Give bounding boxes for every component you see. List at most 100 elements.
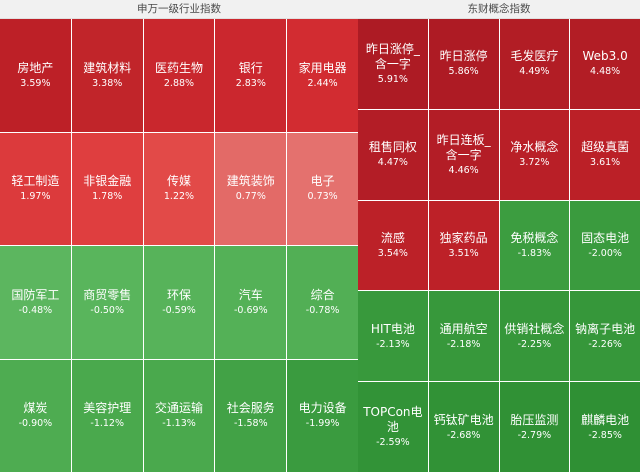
tile-name: 银行 (238, 60, 263, 75)
tile-change: 3.51% (448, 247, 479, 259)
heatmap-tile[interactable]: 毛发医疗 4.49% (499, 19, 570, 109)
heatmap-tile[interactable]: 流感 3.54% (358, 200, 428, 291)
tile-change: 4.48% (590, 66, 621, 78)
heatmap-tile[interactable]: 美容护理 -1.12% (71, 359, 143, 472)
heatmap-tile[interactable]: 免税概念 -1.83% (499, 200, 570, 291)
heatmap-tile[interactable]: 独家药品 3.51% (428, 200, 499, 291)
tile-change: 5.86% (448, 66, 479, 78)
tile-name: 建筑材料 (83, 60, 132, 75)
heatmap-tile[interactable]: 环保 -0.59% (143, 246, 215, 359)
heatmap-tile[interactable]: 银行 2.83% (215, 19, 287, 132)
tile-name: 电力设备 (298, 401, 347, 416)
tile-name: 固态电池 (581, 230, 630, 245)
heatmap-tile[interactable]: HIT电池 -2.13% (358, 291, 428, 382)
tile-name: 非银金融 (83, 174, 132, 189)
heatmap-tile[interactable]: 钙钛矿电池 -2.68% (428, 382, 499, 472)
heatmap-tile[interactable]: 房地产 3.59% (0, 19, 71, 132)
heatmap-tile[interactable]: 煤炭 -0.90% (0, 359, 71, 472)
tile-name: 国防军工 (11, 287, 60, 302)
tile-name: 美容护理 (83, 401, 132, 416)
heatmap-tile[interactable]: Web3.0 4.48% (570, 19, 640, 109)
tile-name: 医药生物 (154, 60, 203, 75)
tile-name: 交通运输 (154, 401, 203, 416)
tile-name: 建筑装饰 (226, 174, 275, 189)
heatmap-tile[interactable]: 商贸零售 -0.50% (71, 246, 143, 359)
tile-name: 传媒 (166, 174, 191, 189)
tile-name: 钙钛矿电池 (433, 412, 494, 427)
tile-name: 昨日涨停 (439, 49, 488, 64)
tile-change: -2.85% (588, 429, 622, 441)
heatmap-tile[interactable]: 医药生物 2.88% (143, 19, 215, 132)
tile-change: -0.50% (90, 304, 124, 316)
tile-name: 独家药品 (439, 230, 488, 245)
tile-change: -1.13% (162, 418, 196, 430)
tile-change: 3.61% (590, 157, 621, 169)
tile-name: 净水概念 (510, 140, 559, 155)
tile-name: 供销社概念 (504, 321, 565, 336)
industry-heatmap: 房地产 3.59% 建筑材料 3.38% 医药生物 2.88% 银行 2.83% 家用电器 2.4… (0, 19, 358, 472)
tile-change: 1.22% (163, 191, 195, 203)
heatmap-tile[interactable]: 租售同权 4.47% (358, 109, 428, 200)
tile-change: -1.58% (233, 418, 268, 430)
tile-change: 2.44% (307, 77, 338, 89)
tile-change: -2.13% (376, 338, 410, 350)
heatmap-tile[interactable]: 固态电池 -2.00% (570, 200, 640, 291)
tile-change: -2.25% (517, 338, 552, 350)
tile-name: 煤炭 (23, 401, 48, 416)
tile-change: 3.59% (20, 77, 51, 89)
tile-change: 3.54% (377, 247, 408, 259)
tile-change: -0.69% (233, 304, 268, 316)
heatmap-tile[interactable]: 交通运输 -1.13% (143, 359, 215, 472)
heatmap-tile[interactable]: 胎压监测 -2.79% (499, 382, 570, 472)
heatmap-tile[interactable]: 电子 0.73% (287, 132, 358, 245)
heatmap-tile[interactable]: 社会服务 -1.58% (215, 359, 287, 472)
heatmap-tile[interactable]: 电力设备 -1.99% (287, 359, 358, 472)
tile-name: 轻工制造 (11, 174, 60, 189)
heatmap-tile[interactable]: 昨日连板_含一字 4.46% (428, 109, 499, 200)
heatmap-tile[interactable]: 昨日涨停_含一字 5.91% (358, 19, 428, 109)
heatmap-tile[interactable]: 钠离子电池 -2.26% (570, 291, 640, 382)
heatmap-tile[interactable]: 昨日涨停 5.86% (428, 19, 499, 109)
tile-name: 环保 (166, 287, 191, 302)
concept-heatmap: 昨日涨停_含一字 5.91% 昨日涨停 5.86% 毛发医疗 4.49% Web3.0 4.4… (358, 19, 640, 472)
heatmap-tile[interactable]: 建筑材料 3.38% (71, 19, 143, 132)
heatmap-tile[interactable]: 麒麟电池 -2.85% (570, 382, 640, 472)
heatmap-tile[interactable]: 超级真菌 3.61% (570, 109, 640, 200)
tile-change: -1.12% (90, 418, 124, 430)
tile-change: 1.78% (92, 191, 123, 203)
tile-change: 4.46% (448, 164, 479, 176)
panel-title: 申万一级行业指数 (0, 0, 358, 19)
tile-change: -2.00% (588, 247, 622, 259)
tile-name: 通用航空 (439, 321, 488, 336)
tile-change: 0.73% (307, 191, 338, 203)
tile-change: 1.97% (20, 191, 51, 203)
tile-name: 毛发医疗 (510, 49, 559, 64)
tile-change: -1.99% (305, 418, 340, 430)
heatmap-tile[interactable]: 非银金融 1.78% (71, 132, 143, 245)
tile-name: 家用电器 (298, 60, 347, 75)
heatmap-tile[interactable]: 汽车 -0.69% (215, 246, 287, 359)
heatmap-tile[interactable]: 家用电器 2.44% (287, 19, 358, 132)
tile-name: 昨日连板_含一字 (436, 132, 491, 162)
heatmap-tile[interactable]: 建筑装饰 0.77% (215, 132, 287, 245)
heatmap-tile[interactable]: 传媒 1.22% (143, 132, 215, 245)
tile-change: -2.68% (446, 429, 481, 441)
heatmap-tile[interactable]: 净水概念 3.72% (499, 109, 570, 200)
heatmap-tile[interactable]: 供销社概念 -2.25% (499, 291, 570, 382)
tile-name: TOPCon电池 (363, 405, 423, 435)
tile-name: 房地产 (17, 60, 54, 75)
concept-index-panel: 东财概念指数 昨日涨停_含一字 5.91% 昨日涨停 5.86% 毛发医疗 4.49% We… (358, 0, 640, 472)
heatmap-tile[interactable]: 轻工制造 1.97% (0, 132, 71, 245)
heatmap-tile[interactable]: 国防军工 -0.48% (0, 246, 71, 359)
heatmap-tile[interactable]: 综合 -0.78% (287, 246, 358, 359)
tile-change: -2.79% (517, 429, 552, 441)
tile-name: Web3.0 (582, 49, 628, 64)
tile-name: 钠离子电池 (575, 321, 636, 336)
heatmap-tile[interactable]: TOPCon电池 -2.59% (358, 382, 428, 472)
tile-change: 4.49% (519, 66, 550, 78)
tile-change: 0.77% (235, 191, 266, 203)
heatmap-tile[interactable]: 通用航空 -2.18% (428, 291, 499, 382)
tile-change: 4.47% (377, 157, 408, 169)
tile-name: HIT电池 (370, 321, 415, 336)
tile-name: 综合 (310, 287, 335, 302)
